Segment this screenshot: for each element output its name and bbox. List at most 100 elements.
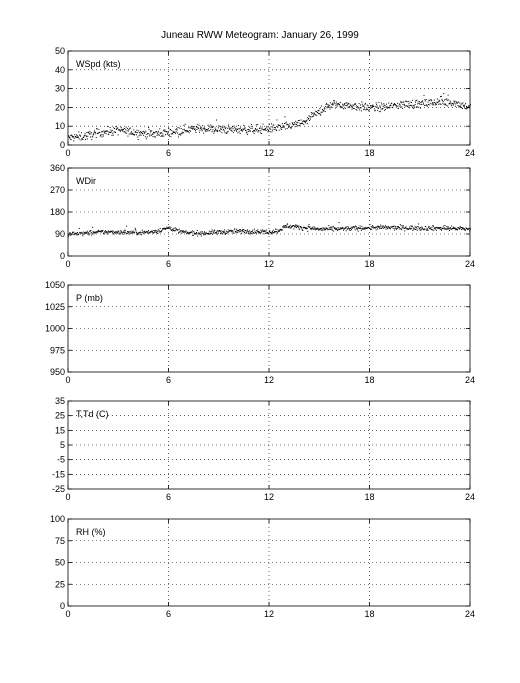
data-point	[254, 128, 256, 130]
data-point	[203, 127, 205, 129]
data-point	[116, 128, 118, 130]
data-point	[385, 108, 387, 110]
data-point	[282, 226, 284, 228]
data-point	[344, 227, 346, 229]
data-point	[217, 230, 219, 232]
data-point	[219, 129, 221, 131]
data-point	[306, 227, 308, 229]
data-point	[88, 131, 90, 133]
data-point	[271, 131, 273, 133]
data-point	[159, 132, 161, 134]
data-point	[213, 132, 215, 134]
data-point	[184, 231, 186, 233]
data-point	[113, 233, 115, 235]
data-point	[190, 127, 192, 129]
data-point	[246, 133, 248, 135]
data-point	[298, 120, 300, 122]
data-point	[441, 98, 443, 100]
data-point	[85, 136, 87, 138]
data-point	[240, 130, 242, 132]
data-point	[90, 132, 92, 134]
data-point	[406, 228, 408, 230]
data-point	[404, 105, 406, 107]
data-point	[181, 133, 183, 135]
data-point	[153, 132, 155, 133]
data-point	[466, 108, 468, 110]
data-point	[86, 131, 88, 133]
data-point	[414, 226, 416, 228]
data-point	[245, 231, 247, 233]
data-point	[331, 228, 333, 230]
data-point	[196, 126, 198, 128]
data-point	[274, 230, 276, 232]
data-point	[195, 126, 197, 128]
data-point	[337, 103, 339, 105]
data-point	[190, 130, 192, 132]
data-point	[327, 104, 329, 106]
data-point	[397, 102, 399, 104]
data-point	[89, 233, 91, 235]
data-point	[162, 130, 164, 132]
data-point	[174, 227, 176, 229]
data-point	[300, 226, 302, 228]
data-point	[365, 109, 367, 111]
data-point	[141, 229, 143, 231]
data-point	[321, 229, 323, 231]
data-point	[356, 226, 358, 228]
data-point	[116, 231, 118, 233]
data-point	[193, 231, 195, 233]
data-point	[293, 122, 295, 124]
data-point	[449, 227, 451, 229]
data-point	[457, 105, 459, 107]
data-point	[351, 229, 353, 231]
data-point	[138, 232, 140, 234]
data-point	[239, 128, 241, 130]
data-point	[413, 105, 415, 107]
data-point	[345, 226, 347, 228]
data-point	[264, 230, 266, 232]
data-point	[131, 231, 133, 233]
data-point	[171, 132, 173, 134]
data-point	[96, 231, 98, 233]
data-point	[256, 230, 258, 232]
x-tick-label: 24	[465, 609, 475, 619]
data-point	[92, 231, 94, 233]
data-point	[120, 126, 122, 128]
data-point	[191, 231, 193, 233]
data-point	[392, 227, 394, 229]
data-point	[106, 232, 108, 234]
data-point	[414, 104, 416, 106]
data-point	[103, 130, 105, 132]
data-point	[228, 128, 230, 130]
data-point	[455, 228, 457, 230]
data-point	[280, 229, 282, 231]
data-point	[177, 229, 179, 231]
data-point	[310, 116, 312, 118]
data-point	[408, 103, 410, 105]
data-point	[149, 133, 151, 135]
data-point	[435, 228, 437, 230]
data-point	[76, 232, 78, 234]
data-point	[161, 135, 163, 137]
data-point	[316, 114, 318, 116]
data-point	[188, 127, 190, 129]
data-point	[106, 126, 108, 128]
data-point	[249, 126, 251, 128]
data-point	[331, 103, 333, 105]
data-point	[208, 130, 210, 132]
data-point	[240, 127, 242, 129]
data-point	[212, 231, 214, 233]
data-point	[68, 135, 70, 137]
data-point	[154, 136, 156, 138]
data-point	[369, 106, 371, 108]
data-point	[359, 107, 361, 109]
data-point	[357, 106, 359, 108]
data-point	[381, 104, 383, 106]
data-point	[435, 103, 437, 105]
data-point	[84, 133, 86, 135]
data-point	[213, 131, 215, 133]
data-point	[265, 129, 267, 131]
data-point	[136, 234, 138, 236]
data-point	[313, 112, 315, 114]
data-point	[120, 129, 122, 131]
